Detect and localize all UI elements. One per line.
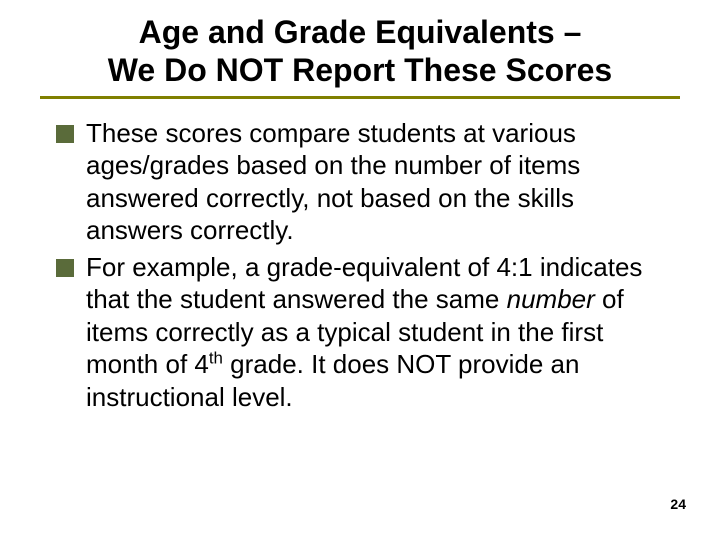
square-bullet-icon [56, 259, 74, 277]
bullet-text-2: For example, a grade-equivalent of 4:1 i… [86, 251, 664, 414]
title-line-2: We Do NOT Report These Scores [108, 52, 612, 88]
list-item: For example, a grade-equivalent of 4:1 i… [56, 251, 664, 414]
slide: Age and Grade Equivalents – We Do NOT Re… [0, 0, 720, 540]
title-line-1: Age and Grade Equivalents – [139, 14, 582, 50]
square-bullet-icon [56, 125, 74, 143]
bullet2-super: th [209, 348, 223, 367]
bullet2-italic: number [507, 284, 595, 314]
slide-body: These scores compare students at various… [0, 99, 720, 414]
slide-title: Age and Grade Equivalents – We Do NOT Re… [0, 0, 720, 94]
page-number: 24 [670, 496, 686, 512]
bullet-text-1: These scores compare students at various… [86, 117, 664, 247]
list-item: These scores compare students at various… [56, 117, 664, 247]
